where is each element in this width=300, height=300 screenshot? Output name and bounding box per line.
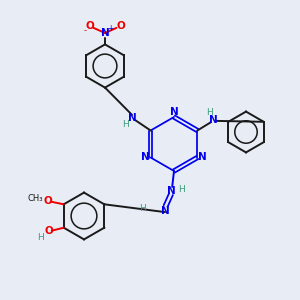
- Text: N: N: [141, 152, 150, 163]
- Text: O: O: [85, 21, 94, 32]
- Text: H: H: [122, 120, 129, 129]
- Text: +: +: [107, 24, 113, 33]
- Text: O: O: [44, 226, 53, 236]
- Text: CH₃: CH₃: [28, 194, 43, 203]
- Text: H: H: [178, 184, 184, 194]
- Text: N: N: [169, 106, 178, 117]
- Text: N: N: [198, 152, 207, 163]
- Text: O: O: [116, 21, 125, 32]
- Text: H: H: [140, 204, 146, 213]
- Text: N: N: [100, 28, 109, 38]
- Text: N: N: [167, 185, 176, 196]
- Text: N: N: [160, 206, 169, 216]
- Text: -: -: [84, 26, 87, 35]
- Text: N: N: [209, 115, 218, 125]
- Text: O: O: [44, 196, 52, 206]
- Text: N: N: [128, 113, 136, 123]
- Text: H: H: [206, 108, 213, 117]
- Text: H: H: [37, 233, 44, 242]
